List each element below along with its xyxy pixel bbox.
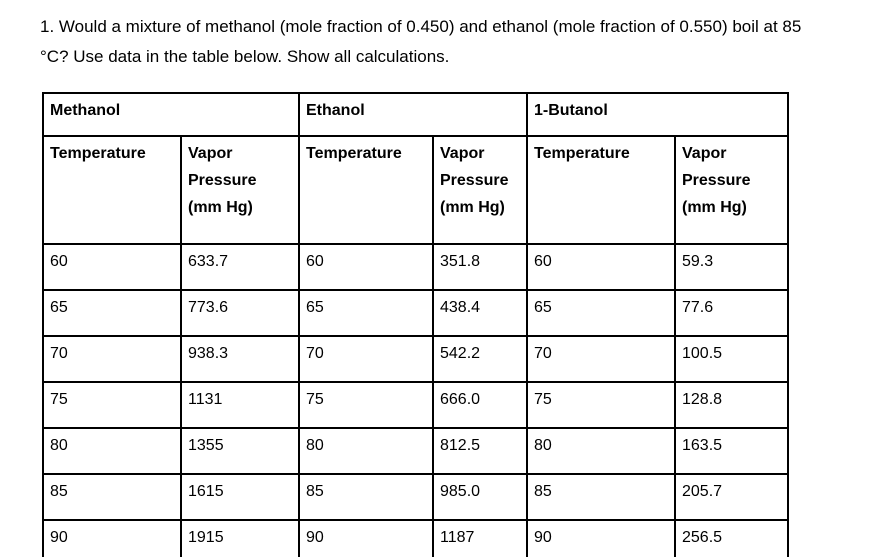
group-header-1-butanol: 1-Butanol xyxy=(526,92,789,137)
methanol-temperature-header: Temperature xyxy=(42,135,182,245)
table-cell: 163.5 xyxy=(674,427,789,475)
table-cell: 205.7 xyxy=(674,473,789,521)
table-cell: 85 xyxy=(298,473,434,521)
table-cell: 666.0 xyxy=(432,381,528,429)
table-cell: 65 xyxy=(298,289,434,337)
table-cell: 75 xyxy=(526,381,676,429)
table-cell: 812.5 xyxy=(432,427,528,475)
table-cell: 90 xyxy=(42,519,182,557)
table-cell: 438.4 xyxy=(432,289,528,337)
ethanol-vapor-pressure-header: Vapor Pressure (mm Hg) xyxy=(432,135,528,245)
table-cell: 1187 xyxy=(432,519,528,557)
table-cell: 60 xyxy=(298,243,434,291)
vapor-pressure-table: Methanol Ethanol 1-Butanol Temperature V… xyxy=(42,92,789,557)
table-cell: 1615 xyxy=(180,473,300,521)
table-cell: 256.5 xyxy=(674,519,789,557)
table-cell: 351.8 xyxy=(432,243,528,291)
group-header-ethanol: Ethanol xyxy=(298,92,528,137)
table-cell: 75 xyxy=(298,381,434,429)
table-cell: 80 xyxy=(42,427,182,475)
table-cell: 542.2 xyxy=(432,335,528,383)
table-group-header-row: Methanol Ethanol 1-Butanol xyxy=(42,92,789,137)
table-cell: 938.3 xyxy=(180,335,300,383)
table-cell: 80 xyxy=(298,427,434,475)
methanol-vapor-pressure-header: Vapor Pressure (mm Hg) xyxy=(180,135,300,245)
question-line-1: 1. Would a mixture of methanol (mole fra… xyxy=(40,17,802,36)
table-cell: 85 xyxy=(42,473,182,521)
table-row: 65 773.6 65 438.4 65 77.6 xyxy=(42,289,789,337)
table-row: 80 1355 80 812.5 80 163.5 xyxy=(42,427,789,475)
group-header-methanol: Methanol xyxy=(42,92,300,137)
table-cell: 90 xyxy=(298,519,434,557)
table-cell: 90 xyxy=(526,519,676,557)
table-cell: 70 xyxy=(526,335,676,383)
table-cell: 60 xyxy=(526,243,676,291)
table-cell: 65 xyxy=(526,289,676,337)
table-cell: 1131 xyxy=(180,381,300,429)
table-cell: 77.6 xyxy=(674,289,789,337)
table-cell: 59.3 xyxy=(674,243,789,291)
table-cell: 773.6 xyxy=(180,289,300,337)
table-cell: 633.7 xyxy=(180,243,300,291)
table-cell: 985.0 xyxy=(432,473,528,521)
table-row: 75 1131 75 666.0 75 128.8 xyxy=(42,381,789,429)
question-text: 1. Would a mixture of methanol (mole fra… xyxy=(40,12,853,72)
table-cell: 128.8 xyxy=(674,381,789,429)
table-cell: 80 xyxy=(526,427,676,475)
table-column-header-row: Temperature Vapor Pressure (mm Hg) Tempe… xyxy=(42,135,789,245)
table-cell: 1915 xyxy=(180,519,300,557)
table-row: 60 633.7 60 351.8 60 59.3 xyxy=(42,243,789,291)
table-row: 90 1915 90 1187 90 256.5 xyxy=(42,519,789,557)
table-cell: 100.5 xyxy=(674,335,789,383)
table-cell: 85 xyxy=(526,473,676,521)
table-cell: 65 xyxy=(42,289,182,337)
table-cell: 70 xyxy=(298,335,434,383)
question-line-2: °C? Use data in the table below. Show al… xyxy=(40,47,450,66)
table-row: 70 938.3 70 542.2 70 100.5 xyxy=(42,335,789,383)
butanol-vapor-pressure-header: Vapor Pressure (mm Hg) xyxy=(674,135,789,245)
table-row: 85 1615 85 985.0 85 205.7 xyxy=(42,473,789,521)
document-page: 1. Would a mixture of methanol (mole fra… xyxy=(0,12,883,557)
table-cell: 75 xyxy=(42,381,182,429)
table-cell: 60 xyxy=(42,243,182,291)
butanol-temperature-header: Temperature xyxy=(526,135,676,245)
table-cell: 1355 xyxy=(180,427,300,475)
table-cell: 70 xyxy=(42,335,182,383)
ethanol-temperature-header: Temperature xyxy=(298,135,434,245)
